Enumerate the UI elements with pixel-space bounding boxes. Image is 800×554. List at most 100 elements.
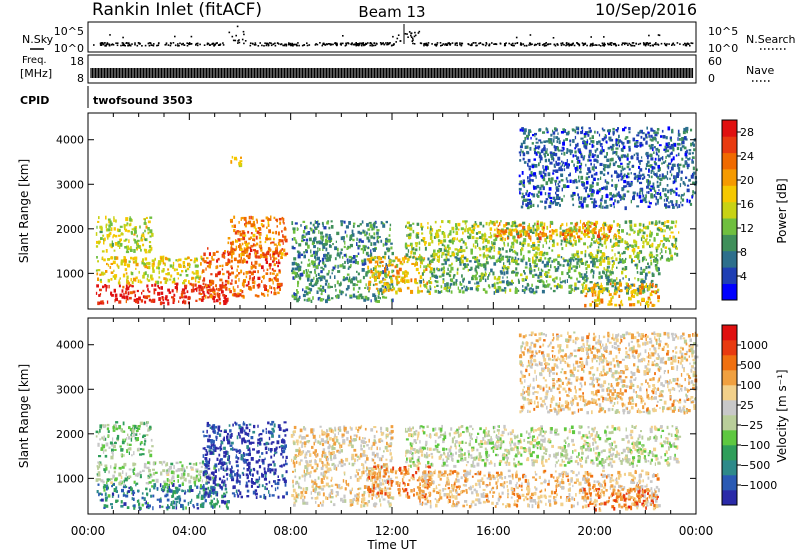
- velocity-colorbar-swatch: [722, 355, 737, 371]
- nsky-point: [371, 45, 373, 47]
- power-echo-region: [518, 126, 698, 211]
- velocity-ytick-label: 1000: [56, 472, 84, 485]
- station-title: Rankin Inlet (fitACF): [92, 0, 262, 20]
- nsky-point: [284, 43, 286, 46]
- freq-panel: [87, 54, 697, 84]
- nsky-point: [510, 44, 513, 46]
- nsky-point: [581, 42, 584, 44]
- nsky-point: [608, 43, 611, 46]
- nsky-point: [99, 42, 102, 45]
- nsky-point: [529, 34, 532, 36]
- nsky-point: [128, 43, 131, 46]
- nsky-point: [446, 44, 448, 46]
- nsky-point: [116, 44, 119, 47]
- nsky-point: [655, 43, 657, 46]
- power-colorbar-tick-label: 24: [740, 150, 754, 163]
- nsky-point: [408, 31, 411, 33]
- velocity-echo-region: [202, 420, 289, 500]
- nsky-point: [232, 39, 235, 42]
- nsky-point: [306, 42, 308, 44]
- nsky-point: [170, 42, 172, 45]
- nsky-point: [410, 36, 413, 38]
- nsky-point: [649, 44, 652, 47]
- nsky-point: [493, 43, 495, 45]
- nsky-point: [508, 42, 510, 45]
- nsky-point: [676, 42, 679, 44]
- nsky-point: [336, 44, 338, 47]
- nsky-point: [657, 34, 660, 36]
- nsky-point: [426, 44, 428, 47]
- nsky-point: [231, 35, 234, 38]
- nsky-point: [362, 42, 365, 44]
- nsky-point: [643, 43, 645, 46]
- nsky-point: [213, 44, 215, 47]
- nsky-point: [485, 42, 488, 44]
- velocity-echo-region: [96, 482, 230, 511]
- nsky-point: [660, 42, 663, 45]
- nsky-point: [123, 44, 125, 46]
- nsky-point: [411, 40, 414, 42]
- power-ytick-label: 3000: [56, 178, 84, 191]
- nsky-point: [684, 42, 686, 45]
- power-colorbar-swatch: [722, 169, 737, 186]
- nsky-point: [249, 42, 252, 44]
- nsky-point: [445, 43, 448, 45]
- nsky-point: [292, 44, 294, 46]
- nsky-point: [584, 42, 587, 45]
- nsky-point: [571, 44, 574, 46]
- nsky-point: [257, 45, 260, 47]
- nsky-point: [156, 44, 158, 47]
- nsky-point: [627, 44, 629, 46]
- nsky-point: [387, 43, 389, 46]
- nsky-point: [264, 42, 266, 44]
- nsky-point: [99, 44, 102, 46]
- power-colorbar-swatch: [722, 250, 737, 268]
- nsky-point: [596, 44, 598, 46]
- nsky-point: [610, 44, 613, 46]
- nsky-point: [544, 43, 546, 45]
- nsky-point: [196, 42, 199, 45]
- power-ytick-label: 2000: [56, 223, 84, 236]
- nsky-point: [688, 43, 690, 45]
- nave-tick-top: 60: [708, 55, 722, 68]
- nsky-point: [420, 42, 423, 45]
- nsky-point: [112, 44, 115, 46]
- power-echo-region: [493, 222, 622, 242]
- power-colorbar-swatch: [722, 152, 737, 170]
- nsky-point: [261, 44, 263, 47]
- nsky-point: [291, 44, 293, 46]
- nsky-point: [268, 42, 271, 44]
- nsky-point: [392, 35, 394, 38]
- power-colorbar-swatch: [722, 185, 737, 203]
- nsky-point: [637, 43, 640, 46]
- velocity-colorbar-tick-label: −1000: [740, 479, 777, 492]
- nsky-point: [482, 43, 485, 46]
- nsky-point: [435, 44, 437, 46]
- nsky-point: [105, 43, 108, 46]
- nsky-point: [329, 44, 332, 46]
- velocity-colorbar-swatch: [722, 370, 737, 386]
- nsky-point: [630, 44, 633, 47]
- nsky-point: [510, 43, 512, 46]
- nsky-point: [633, 45, 636, 47]
- date-title: 10/Sep/2016: [595, 0, 697, 19]
- nsky-point: [324, 44, 327, 46]
- nsky-point: [342, 42, 344, 45]
- velocity-colorbar-swatch: [722, 445, 737, 461]
- nsky-point: [475, 44, 477, 47]
- nsky-point: [172, 42, 175, 44]
- nsky-point: [290, 44, 292, 46]
- nsky-point: [611, 42, 613, 44]
- nsky-point: [593, 44, 595, 46]
- nsky-point: [270, 42, 272, 45]
- nsky-point: [454, 42, 457, 45]
- velocity-colorbar: 1000 500 100 25 −25 −100 −500 −1000: [721, 324, 777, 506]
- nsky-point: [151, 44, 153, 46]
- nsky-point: [335, 43, 337, 46]
- nsky-point: [682, 43, 685, 46]
- nsky-point: [425, 44, 427, 46]
- nsky-point: [297, 42, 299, 44]
- power-colorbar-tick-label: 12: [740, 222, 754, 235]
- nsky-point: [141, 45, 143, 47]
- nsky-point: [361, 44, 363, 47]
